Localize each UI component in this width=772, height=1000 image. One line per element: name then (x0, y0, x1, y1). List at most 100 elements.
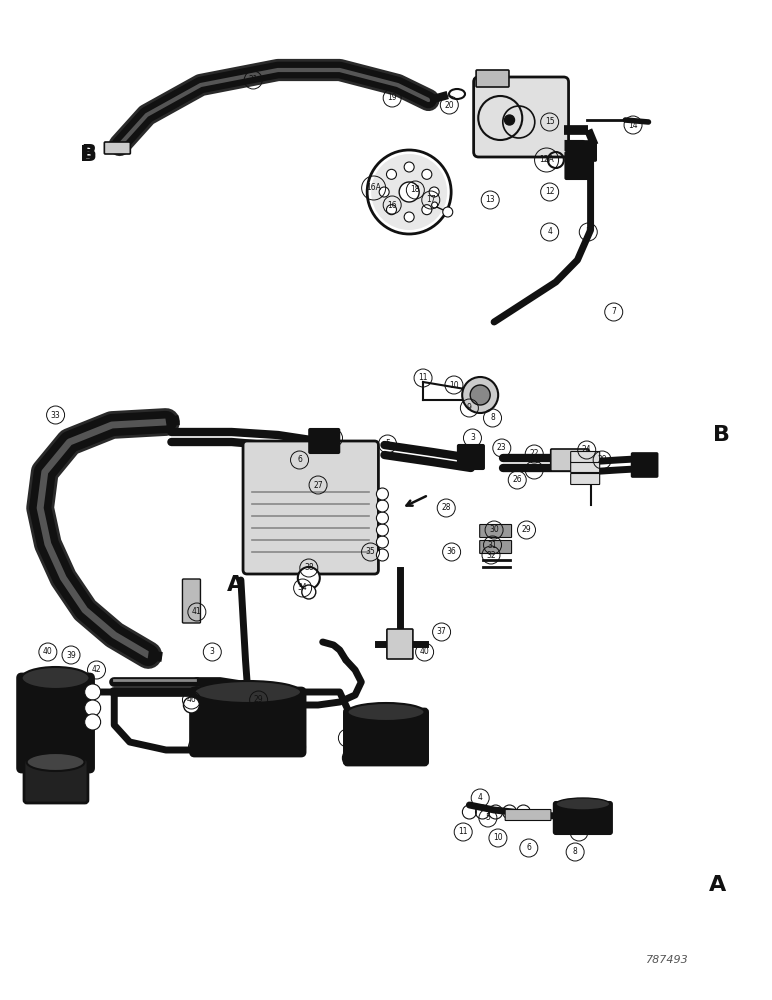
Circle shape (302, 585, 316, 599)
Circle shape (387, 205, 397, 215)
FancyBboxPatch shape (565, 152, 590, 179)
Circle shape (85, 700, 100, 716)
FancyBboxPatch shape (18, 674, 93, 772)
Text: 37: 37 (437, 628, 446, 637)
Text: 1: 1 (48, 696, 52, 704)
Circle shape (432, 202, 438, 208)
Text: 15: 15 (545, 117, 554, 126)
FancyBboxPatch shape (550, 449, 589, 471)
Text: 17: 17 (426, 196, 435, 205)
Text: 34: 34 (298, 584, 307, 592)
FancyBboxPatch shape (243, 441, 378, 574)
Text: 10: 10 (493, 834, 503, 842)
Text: 6: 6 (527, 844, 531, 852)
Text: 38: 38 (304, 564, 313, 572)
Text: 22: 22 (530, 450, 539, 458)
Text: 40: 40 (420, 648, 429, 656)
FancyBboxPatch shape (191, 688, 305, 756)
Text: B: B (80, 145, 97, 165)
Text: 6: 6 (297, 456, 302, 464)
Circle shape (405, 162, 414, 172)
Text: 10: 10 (449, 380, 459, 389)
Text: 29: 29 (522, 526, 531, 534)
Text: 5: 5 (345, 734, 350, 742)
Text: 39: 39 (66, 650, 76, 660)
Text: 4: 4 (331, 434, 336, 442)
Text: 35: 35 (366, 548, 375, 556)
Text: A: A (227, 575, 244, 595)
Circle shape (371, 154, 447, 230)
Text: 12: 12 (545, 188, 554, 196)
FancyBboxPatch shape (631, 453, 658, 477)
Text: 4: 4 (384, 734, 388, 742)
Circle shape (184, 697, 199, 713)
Circle shape (85, 684, 100, 700)
FancyBboxPatch shape (571, 452, 600, 462)
FancyBboxPatch shape (24, 759, 88, 803)
Text: 40: 40 (43, 648, 52, 656)
Text: 31: 31 (488, 540, 497, 550)
FancyBboxPatch shape (182, 579, 201, 623)
Ellipse shape (347, 703, 425, 721)
Text: B: B (713, 425, 730, 445)
Text: 8: 8 (490, 414, 495, 422)
Text: 30: 30 (489, 526, 499, 534)
Text: 8: 8 (573, 848, 577, 856)
FancyBboxPatch shape (574, 141, 596, 161)
Text: 2: 2 (53, 734, 58, 742)
Circle shape (379, 187, 389, 197)
FancyBboxPatch shape (571, 474, 600, 485)
Text: 3: 3 (210, 648, 215, 656)
Text: 28: 28 (442, 504, 451, 512)
Text: 46: 46 (187, 696, 196, 704)
Circle shape (422, 169, 432, 179)
FancyBboxPatch shape (104, 142, 130, 154)
FancyBboxPatch shape (554, 802, 612, 834)
Text: 787493: 787493 (646, 955, 689, 965)
Text: 24: 24 (582, 446, 591, 454)
Text: 5: 5 (385, 440, 390, 448)
FancyBboxPatch shape (474, 77, 568, 157)
Text: 12A: 12A (539, 155, 554, 164)
Circle shape (85, 714, 100, 730)
FancyBboxPatch shape (479, 540, 512, 554)
Text: 36: 36 (447, 548, 456, 556)
FancyBboxPatch shape (476, 70, 509, 87)
FancyBboxPatch shape (479, 524, 512, 538)
Text: 9: 9 (467, 403, 472, 412)
FancyBboxPatch shape (310, 429, 339, 453)
Text: 25: 25 (530, 466, 539, 475)
Ellipse shape (556, 798, 610, 810)
Circle shape (405, 212, 414, 222)
Text: 4: 4 (547, 228, 552, 236)
Circle shape (422, 205, 432, 215)
Text: 27: 27 (313, 481, 323, 489)
Circle shape (470, 385, 490, 405)
Circle shape (377, 524, 388, 536)
FancyBboxPatch shape (344, 709, 428, 765)
Text: 7: 7 (611, 308, 616, 316)
Text: 13: 13 (486, 196, 495, 205)
Circle shape (399, 182, 419, 202)
Ellipse shape (26, 753, 85, 771)
Text: B: B (81, 142, 96, 161)
Text: 33: 33 (51, 410, 60, 420)
Text: 11: 11 (418, 373, 428, 382)
Text: 29: 29 (598, 456, 607, 464)
Text: 3: 3 (470, 434, 475, 442)
Circle shape (377, 488, 388, 500)
Text: 9: 9 (577, 828, 581, 836)
FancyBboxPatch shape (458, 445, 484, 469)
FancyBboxPatch shape (387, 629, 413, 659)
Circle shape (377, 536, 388, 548)
Text: 5: 5 (486, 814, 490, 822)
Text: 14: 14 (628, 120, 638, 129)
Text: 23: 23 (497, 444, 506, 452)
Text: 26: 26 (513, 476, 522, 485)
Text: 41: 41 (192, 607, 201, 616)
Text: 16: 16 (388, 200, 397, 210)
Circle shape (377, 549, 388, 561)
Text: 5: 5 (586, 228, 591, 236)
Text: A: A (709, 875, 726, 895)
Text: 18: 18 (411, 186, 420, 194)
